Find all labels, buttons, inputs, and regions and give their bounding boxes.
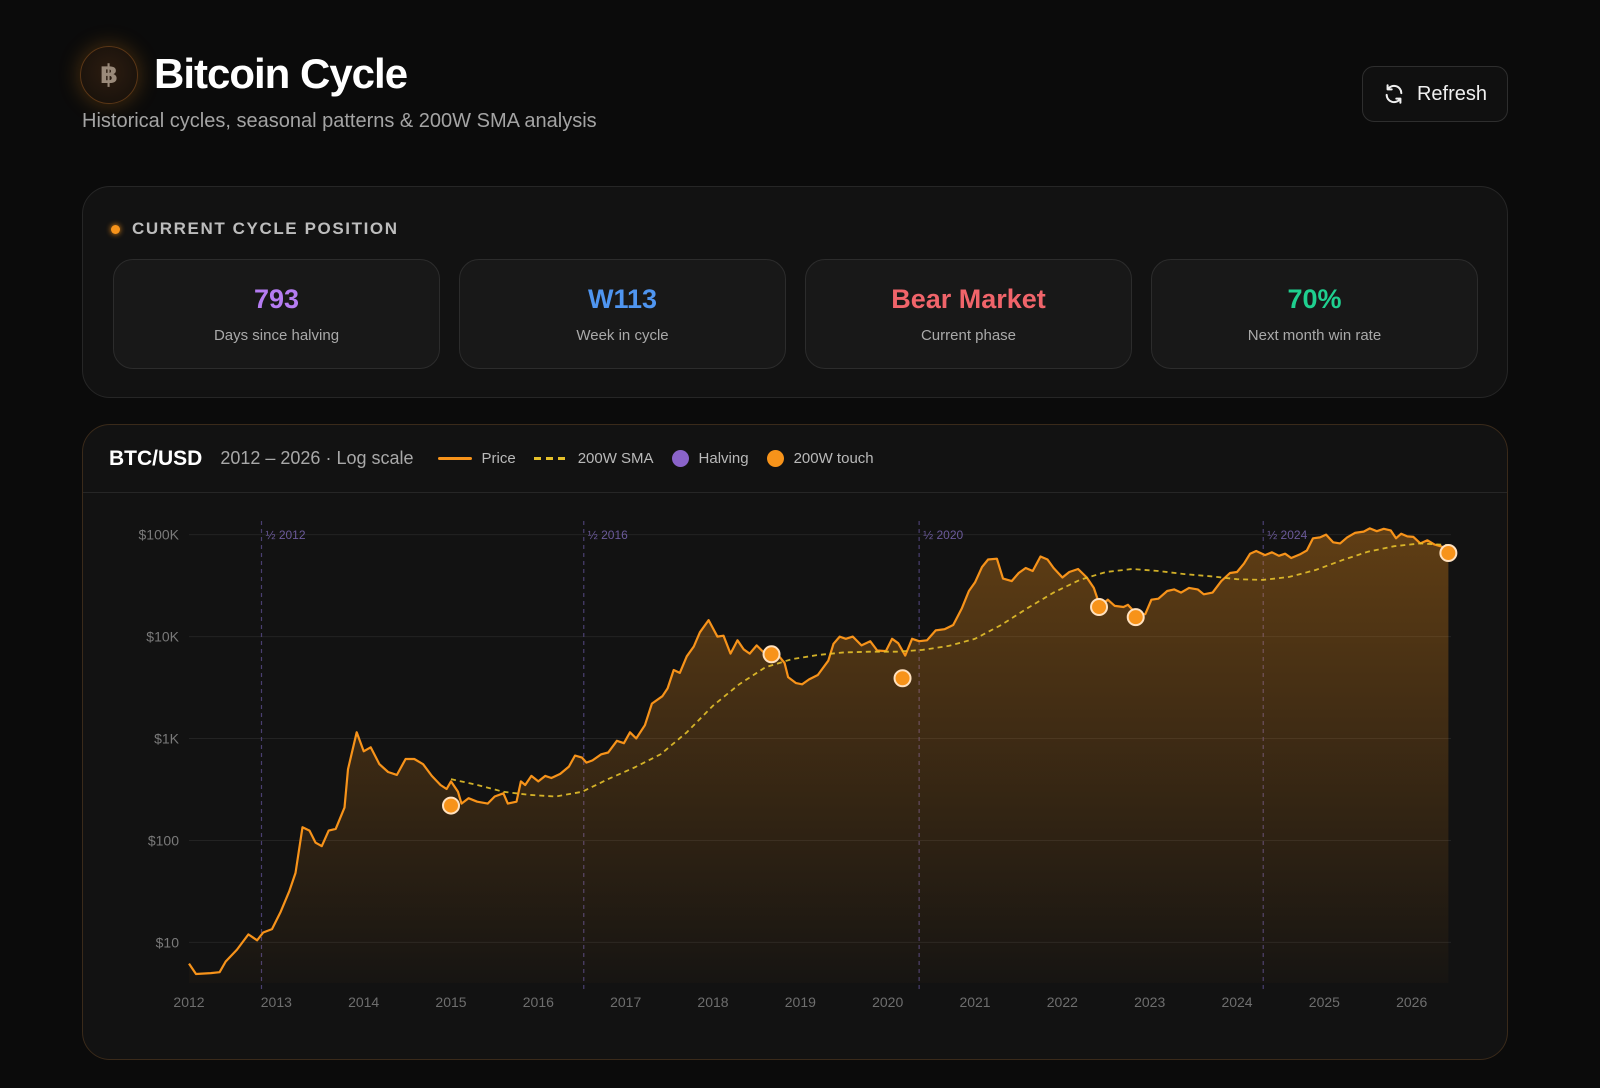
x-tick-label: 2019 [785, 994, 816, 1010]
touch-point [442, 796, 461, 815]
legend-halving-label: Halving [698, 450, 749, 467]
touch-point [1126, 608, 1145, 627]
stat-value: 793 [253, 284, 300, 314]
x-tick-label: 2018 [697, 994, 728, 1010]
bitcoin-logo: ฿ [80, 46, 138, 104]
y-tick-label: $10K [146, 629, 179, 645]
stat-label: Days since halving [213, 327, 340, 344]
x-tick-label: 2016 [523, 994, 554, 1010]
chart-header: BTC/USD 2012 – 2026 · Log scale Price 20… [83, 425, 1507, 493]
x-tick-label: 2022 [1047, 994, 1078, 1010]
touch-point [893, 669, 912, 688]
touch-point [762, 645, 781, 664]
x-tick-label: 2026 [1396, 994, 1427, 1010]
bitcoin-icon: ฿ [99, 60, 119, 90]
refresh-label: Refresh [1416, 82, 1488, 105]
legend-halving: Halving [671, 450, 749, 467]
page-subtitle: Historical cycles, seasonal patterns & 2… [82, 110, 597, 132]
touch-point [1090, 597, 1109, 616]
x-tick-label: 2023 [1134, 994, 1165, 1010]
stat-value: 70% [1287, 284, 1342, 314]
legend-touch-label: 200W touch [793, 450, 874, 467]
halving-label: ½ 2024 [1267, 528, 1307, 542]
page-title: Bitcoin Cycle [154, 50, 408, 97]
cycle-position-panel: CURRENT CYCLE POSITION 793 Days since ha… [82, 186, 1508, 398]
x-tick-label: 2021 [959, 994, 990, 1010]
x-tick-label: 2025 [1309, 994, 1340, 1010]
chart-range: 2012 – 2026 · Log scale [220, 448, 414, 468]
halving-label: ½ 2016 [588, 528, 628, 542]
legend-touch: 200W touch [766, 450, 874, 467]
stat-label: Week in cycle [576, 327, 669, 344]
stat-label: Next month win rate [1247, 327, 1382, 344]
price-chart: $100K $10K $1K $100 $10 2012 2013 2014 2015 2016 2… [139, 521, 1458, 1010]
stat-label: Current phase [920, 327, 1017, 344]
price-area [189, 528, 1449, 983]
halving-dot-icon [671, 450, 689, 467]
touch-dot-icon [766, 450, 784, 467]
stat-value: Bear Market [891, 284, 1046, 314]
stat-card-days-since-halving: 793 Days since halving [113, 259, 440, 369]
stat-cards: 793 Days since halving W113 Week in cycl… [113, 259, 1478, 369]
y-tick-label: $10 [156, 934, 180, 950]
price-line [188, 527, 1450, 976]
sma-line [450, 542, 1449, 798]
x-tick-label: 2017 [610, 994, 641, 1010]
touch-point [1439, 544, 1458, 563]
halving-label: ½ 2012 [265, 528, 305, 542]
x-tick-label: 2024 [1221, 994, 1252, 1010]
stat-card-current-phase: Bear Market Current phase [805, 259, 1132, 369]
halving-label: ½ 2020 [923, 528, 963, 542]
stat-card-win-rate: 70% Next month win rate [1151, 259, 1478, 369]
price-line-icon [437, 457, 472, 460]
legend-price: Price [437, 450, 516, 467]
y-tick-label: $100 [148, 832, 179, 848]
x-tick-label: 2012 [173, 994, 204, 1010]
chart-pair: BTC/USD [109, 446, 203, 470]
page-header: ฿ Bitcoin Cycle Historical cycles, seaso… [80, 44, 1508, 144]
refresh-icon [1385, 84, 1403, 104]
status-dot-icon [111, 224, 120, 234]
refresh-button[interactable]: Refresh [1362, 66, 1508, 122]
sma-dash-icon [533, 457, 568, 460]
x-tick-label: 2020 [872, 994, 903, 1010]
cycle-position-title: CURRENT CYCLE POSITION [132, 219, 399, 238]
chart-legend: Price 200W SMA Halving 200W touch [437, 450, 874, 467]
stat-value: W113 [587, 284, 658, 314]
x-tick-label: 2014 [348, 994, 379, 1010]
x-tick-label: 2013 [261, 994, 292, 1010]
price-chart-panel: BTC/USD 2012 – 2026 · Log scale Price 20… [82, 424, 1508, 1060]
legend-sma-label: 200W SMA [577, 450, 654, 467]
cycle-position-header: CURRENT CYCLE POSITION [111, 219, 399, 239]
x-tick-label: 2015 [435, 994, 466, 1010]
y-tick-label: $100K [139, 527, 180, 543]
legend-sma: 200W SMA [533, 450, 654, 467]
y-tick-label: $1K [154, 731, 180, 747]
legend-price-label: Price [481, 450, 516, 467]
stat-card-week-in-cycle: W113 Week in cycle [459, 259, 786, 369]
